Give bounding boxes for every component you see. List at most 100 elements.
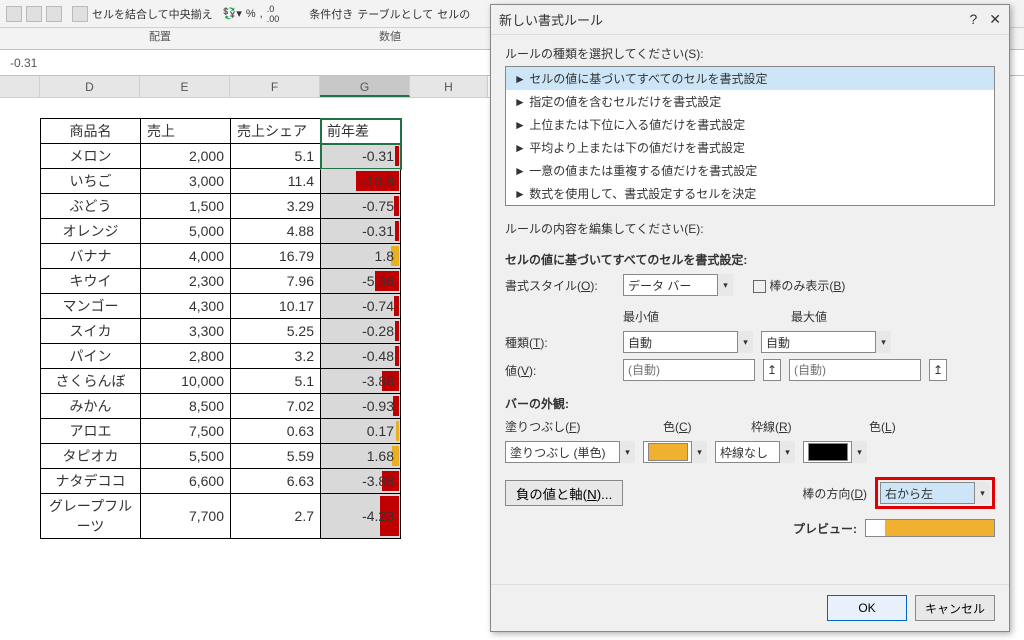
cell-share[interactable]: 5.1 [231, 144, 321, 169]
table-format-button[interactable]: テーブルとして [357, 6, 433, 22]
cell-share[interactable]: 7.02 [231, 394, 321, 419]
decimal-inc-icon[interactable]: .0.00 [267, 4, 280, 24]
col-F[interactable]: F [230, 76, 320, 97]
cell-sales[interactable]: 4,300 [141, 294, 231, 319]
cell-share[interactable]: 6.63 [231, 469, 321, 494]
close-icon[interactable]: ✕ [989, 11, 1001, 28]
rule-type-item[interactable]: ► 平均より上または下の値だけを書式設定 [506, 136, 994, 159]
cell-diff[interactable]: -0.31 [321, 144, 401, 169]
cell-diff[interactable]: -0.48 [321, 344, 401, 369]
cell-sales[interactable]: 7,700 [141, 494, 231, 539]
style-select[interactable]: データ バー▾ [623, 274, 733, 296]
cell-diff[interactable]: -3.88 [321, 369, 401, 394]
cell-sales[interactable]: 7,500 [141, 419, 231, 444]
cell-share[interactable]: 11.4 [231, 169, 321, 194]
cell-sales[interactable]: 4,000 [141, 244, 231, 269]
cell-diff[interactable]: -0.93 [321, 394, 401, 419]
col-E[interactable]: E [140, 76, 230, 97]
cell-sales[interactable]: 5,000 [141, 219, 231, 244]
min-value-input[interactable] [623, 359, 755, 381]
cell-name[interactable]: オレンジ [41, 219, 141, 244]
cell-sales[interactable]: 8,500 [141, 394, 231, 419]
cell-name[interactable]: メロン [41, 144, 141, 169]
cell-sales[interactable]: 3,000 [141, 169, 231, 194]
cell-diff[interactable]: -5.36 [321, 269, 401, 294]
border-color-select[interactable]: ▾ [803, 441, 867, 463]
cell-sales[interactable]: 1,500 [141, 194, 231, 219]
col-H[interactable]: H [410, 76, 488, 97]
rule-type-item[interactable]: ► 上位または下位に入る値だけを書式設定 [506, 113, 994, 136]
rule-type-list[interactable]: ► セルの値に基づいてすべてのセルを書式設定► 指定の値を含むセルだけを書式設定… [505, 66, 995, 206]
cell-sales[interactable]: 2,800 [141, 344, 231, 369]
cell-share[interactable]: 2.7 [231, 494, 321, 539]
cell-diff[interactable]: 1.68 [321, 444, 401, 469]
cell-name[interactable]: さくらんぼ [41, 369, 141, 394]
align-icon[interactable] [26, 6, 42, 22]
cell-name[interactable]: キウイ [41, 269, 141, 294]
cell-share[interactable]: 16.79 [231, 244, 321, 269]
cell-diff[interactable]: -4.23 [321, 494, 401, 539]
cell-name[interactable]: マンゴー [41, 294, 141, 319]
cell-sales[interactable]: 10,000 [141, 369, 231, 394]
cell-name[interactable]: バナナ [41, 244, 141, 269]
border-select[interactable]: 枠線なし▾ [715, 441, 795, 463]
refedit-icon[interactable]: ↥ [929, 359, 947, 381]
refedit-icon[interactable]: ↥ [763, 359, 781, 381]
cell-diff[interactable]: -0.75 [321, 194, 401, 219]
cell-share[interactable]: 5.1 [231, 369, 321, 394]
rule-type-item[interactable]: ► 指定の値を含むセルだけを書式設定 [506, 90, 994, 113]
cell-diff[interactable]: -3.88 [321, 469, 401, 494]
cell-name[interactable]: みかん [41, 394, 141, 419]
cell-diff[interactable]: 0.17 [321, 419, 401, 444]
cell-share[interactable]: 3.2 [231, 344, 321, 369]
comma-icon[interactable]: , [260, 8, 263, 20]
cell-share[interactable]: 5.25 [231, 319, 321, 344]
cell-diff[interactable]: 1.8 [321, 244, 401, 269]
cond-format-button[interactable]: 条件付き [309, 6, 353, 22]
cell-diff[interactable]: -0.28 [321, 319, 401, 344]
cell-name[interactable]: アロエ [41, 419, 141, 444]
rule-type-item[interactable]: ► セルの値に基づいてすべてのセルを書式設定 [506, 67, 994, 90]
percent-icon[interactable]: % [246, 8, 256, 20]
cell-name[interactable]: パイン [41, 344, 141, 369]
cell-sales[interactable]: 3,300 [141, 319, 231, 344]
cancel-button[interactable]: キャンセル [915, 595, 995, 621]
cell-share[interactable]: 10.17 [231, 294, 321, 319]
cell-share[interactable]: 0.63 [231, 419, 321, 444]
cell-diff[interactable]: -0.74 [321, 294, 401, 319]
cell-sales[interactable]: 6,600 [141, 469, 231, 494]
min-type-select[interactable]: 自動▾ [623, 331, 753, 353]
cell-name[interactable]: タピオカ [41, 444, 141, 469]
ok-button[interactable]: OK [827, 595, 907, 621]
currency-icon[interactable]: 💱▾ [223, 7, 242, 20]
negative-axis-button[interactable]: 負の値と軸(N)... [505, 480, 623, 506]
cell-sales[interactable]: 5,500 [141, 444, 231, 469]
align-icon[interactable] [6, 6, 22, 22]
rule-type-item[interactable]: ► 一意の値または重複する値だけを書式設定 [506, 159, 994, 182]
align-icon[interactable] [46, 6, 62, 22]
max-value-input[interactable] [789, 359, 921, 381]
col-G[interactable]: G [320, 76, 410, 97]
cell-name[interactable]: ぶどう [41, 194, 141, 219]
bar-only-checkbox[interactable]: 棒のみ表示(B) [753, 277, 845, 294]
cell-sales[interactable]: 2,300 [141, 269, 231, 294]
merge-group[interactable]: セルを結合して中央揃え [72, 6, 213, 22]
fill-color-select[interactable]: ▾ [643, 441, 707, 463]
cell-diff[interactable]: -10.8 [321, 169, 401, 194]
direction-select[interactable]: 右から左▾ [880, 482, 990, 504]
cell-sales[interactable]: 2,000 [141, 144, 231, 169]
cell-diff[interactable]: -0.31 [321, 219, 401, 244]
cell-share[interactable]: 3.29 [231, 194, 321, 219]
cell-style-button[interactable]: セルの [437, 6, 470, 22]
col-D[interactable]: D [40, 76, 140, 97]
rule-type-item[interactable]: ► 数式を使用して、書式設定するセルを決定 [506, 182, 994, 205]
cell-name[interactable]: いちご [41, 169, 141, 194]
cell-name[interactable]: スイカ [41, 319, 141, 344]
cell-name[interactable]: グレープフルーツ [41, 494, 141, 539]
cell-name[interactable]: ナタデココ [41, 469, 141, 494]
help-icon[interactable]: ? [969, 11, 977, 28]
cell-share[interactable]: 5.59 [231, 444, 321, 469]
cell-share[interactable]: 7.96 [231, 269, 321, 294]
max-type-select[interactable]: 自動▾ [761, 331, 891, 353]
fill-select[interactable]: 塗りつぶし (単色)▾ [505, 441, 635, 463]
